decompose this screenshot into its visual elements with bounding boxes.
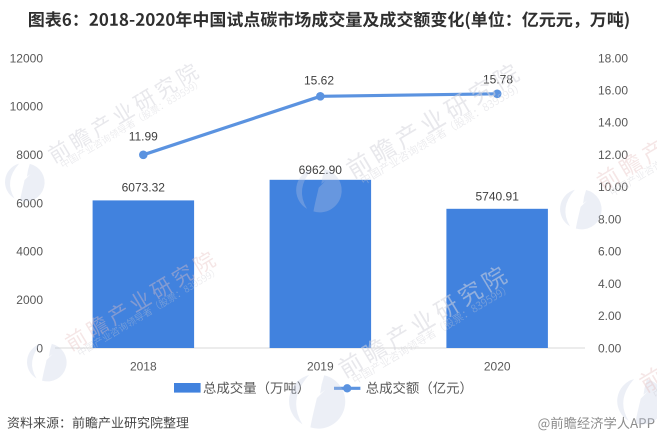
- svg-text:5740.91: 5740.91: [476, 190, 520, 204]
- svg-text:14.00: 14.00: [598, 116, 628, 130]
- svg-text:2018: 2018: [130, 360, 157, 374]
- svg-text:2000: 2000: [16, 293, 43, 307]
- svg-text:8000: 8000: [16, 148, 43, 162]
- svg-text:15.62: 15.62: [304, 74, 334, 88]
- svg-text:12.00: 12.00: [598, 148, 628, 162]
- svg-text:2020: 2020: [484, 360, 511, 374]
- svg-text:18.00: 18.00: [598, 51, 628, 65]
- svg-text:16.00: 16.00: [598, 84, 628, 98]
- svg-text:10.00: 10.00: [598, 180, 628, 194]
- svg-text:6.00: 6.00: [598, 245, 622, 259]
- svg-text:4000: 4000: [16, 245, 43, 259]
- svg-text:8.00: 8.00: [598, 212, 622, 226]
- svg-text:2.00: 2.00: [598, 309, 622, 323]
- svg-text:0.00: 0.00: [598, 341, 622, 355]
- svg-text:15.78: 15.78: [483, 73, 513, 87]
- svg-text:11.99: 11.99: [129, 130, 158, 144]
- svg-text:0: 0: [36, 341, 43, 355]
- svg-text:2019: 2019: [307, 360, 334, 374]
- svg-text:12000: 12000: [10, 51, 44, 65]
- svg-text:10000: 10000: [10, 100, 44, 114]
- svg-text:4.00: 4.00: [598, 277, 622, 291]
- svg-text:6073.32: 6073.32: [122, 181, 166, 195]
